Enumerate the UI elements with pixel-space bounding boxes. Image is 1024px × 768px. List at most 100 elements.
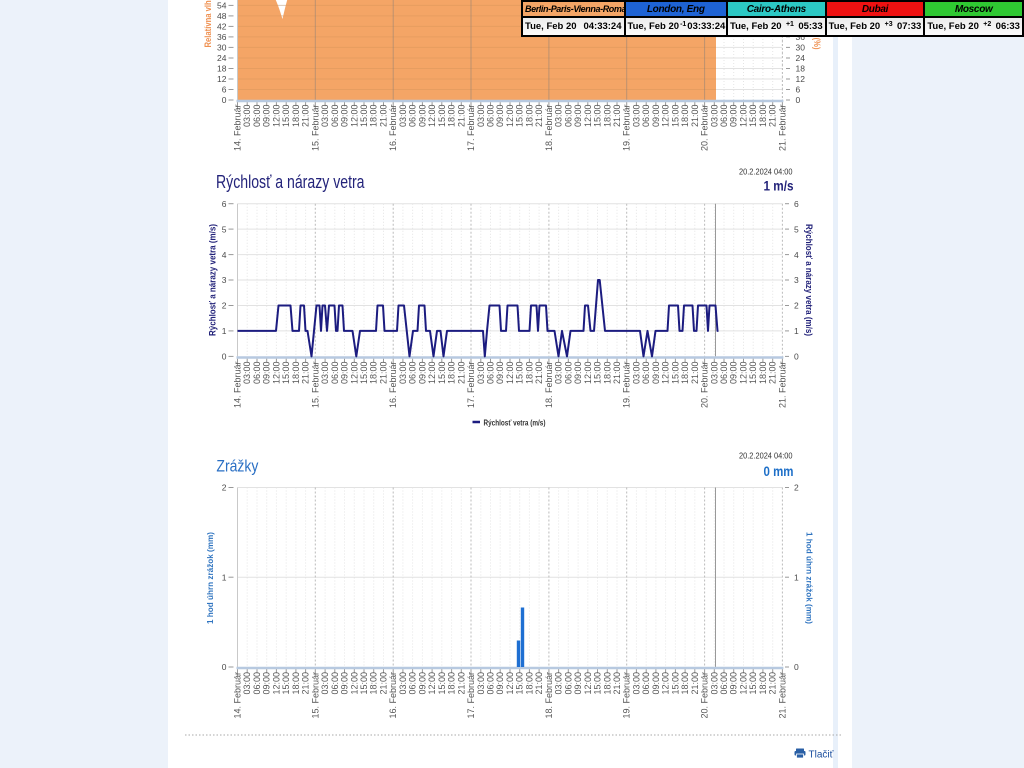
svg-text:6: 6 xyxy=(796,85,801,95)
svg-text:21:00: 21:00 xyxy=(301,672,311,695)
svg-text:1: 1 xyxy=(222,573,227,583)
svg-text:0: 0 xyxy=(794,662,799,672)
svg-text:03:00: 03:00 xyxy=(398,105,408,128)
svg-text:06:00: 06:00 xyxy=(330,362,340,385)
svg-text:06:00: 06:00 xyxy=(641,362,651,385)
svg-text:06:00: 06:00 xyxy=(641,672,651,695)
svg-text:09:00: 09:00 xyxy=(573,362,583,385)
svg-text:18:00: 18:00 xyxy=(602,105,612,128)
svg-text:1: 1 xyxy=(222,326,227,336)
svg-text:21:00: 21:00 xyxy=(768,362,778,385)
svg-text:18:00: 18:00 xyxy=(291,362,301,385)
svg-text:18:00: 18:00 xyxy=(602,362,612,385)
svg-text:09:00: 09:00 xyxy=(573,105,583,128)
svg-text:36: 36 xyxy=(796,32,806,42)
svg-text:24: 24 xyxy=(796,53,806,63)
svg-text:06:00: 06:00 xyxy=(330,672,340,695)
svg-text:09:00: 09:00 xyxy=(729,105,739,128)
svg-text:4: 4 xyxy=(794,250,799,260)
svg-text:03:00: 03:00 xyxy=(709,672,719,695)
svg-text:18: 18 xyxy=(217,64,227,74)
svg-text:36: 36 xyxy=(217,32,227,42)
svg-text:15:00: 15:00 xyxy=(281,672,291,695)
svg-text:Rýchlosť a nárazy vetra (m/s): Rýchlosť a nárazy vetra (m/s) xyxy=(208,224,218,336)
svg-text:21:00: 21:00 xyxy=(768,672,778,695)
svg-text:12:00: 12:00 xyxy=(271,105,281,128)
svg-text:16. Február: 16. Február xyxy=(388,105,398,152)
svg-text:09:00: 09:00 xyxy=(573,672,583,695)
svg-text:09:00: 09:00 xyxy=(495,672,505,695)
svg-text:21:00: 21:00 xyxy=(301,362,311,385)
svg-text:06:00: 06:00 xyxy=(563,672,573,695)
svg-text:15:00: 15:00 xyxy=(670,362,680,385)
svg-text:0: 0 xyxy=(796,95,801,105)
svg-text:16. Február: 16. Február xyxy=(388,362,398,409)
svg-text:2: 2 xyxy=(794,483,799,493)
svg-text:19. Február: 19. Február xyxy=(622,672,632,719)
svg-text:17. Február: 17. Február xyxy=(466,672,476,719)
svg-text:14. Február: 14. Február xyxy=(233,672,243,719)
svg-text:03:00: 03:00 xyxy=(242,362,252,385)
svg-text:21:00: 21:00 xyxy=(379,362,389,385)
svg-text:03:00: 03:00 xyxy=(709,362,719,385)
svg-text:Rýchlosť vetra (m/s): Rýchlosť vetra (m/s) xyxy=(484,417,546,427)
svg-text:03:00: 03:00 xyxy=(631,672,641,695)
svg-text:06:00: 06:00 xyxy=(252,672,262,695)
svg-text:20. Február: 20. Február xyxy=(700,672,710,719)
svg-text:12:00: 12:00 xyxy=(661,672,671,695)
svg-text:06:00: 06:00 xyxy=(252,362,262,385)
svg-text:12:00: 12:00 xyxy=(583,105,593,128)
svg-text:06:00: 06:00 xyxy=(719,672,729,695)
svg-text:12:00: 12:00 xyxy=(427,672,437,695)
svg-text:15:00: 15:00 xyxy=(593,672,603,695)
svg-text:15:00: 15:00 xyxy=(437,672,447,695)
svg-text:03:00: 03:00 xyxy=(476,672,486,695)
svg-text:17. Február: 17. Február xyxy=(466,105,476,152)
svg-text:06:00: 06:00 xyxy=(252,105,262,128)
svg-text:2: 2 xyxy=(794,301,799,311)
svg-text:18:00: 18:00 xyxy=(447,105,457,128)
svg-text:15:00: 15:00 xyxy=(748,105,758,128)
svg-text:15. Február: 15. Február xyxy=(310,672,320,719)
svg-text:06:00: 06:00 xyxy=(330,105,340,128)
svg-text:18:00: 18:00 xyxy=(369,362,379,385)
svg-text:21:00: 21:00 xyxy=(612,362,622,385)
svg-text:21:00: 21:00 xyxy=(534,672,544,695)
svg-text:09:00: 09:00 xyxy=(340,362,350,385)
svg-text:06:00: 06:00 xyxy=(563,105,573,128)
svg-text:09:00: 09:00 xyxy=(417,672,427,695)
svg-text:Rýchlosť a nárazy vetra (m/s): Rýchlosť a nárazy vetra (m/s) xyxy=(804,224,814,336)
svg-text:12:00: 12:00 xyxy=(427,105,437,128)
svg-text:20. Február: 20. Február xyxy=(700,362,710,409)
svg-text:15:00: 15:00 xyxy=(670,672,680,695)
svg-text:21:00: 21:00 xyxy=(301,105,311,128)
svg-text:09:00: 09:00 xyxy=(262,362,272,385)
svg-text:18:00: 18:00 xyxy=(447,672,457,695)
svg-text:18:00: 18:00 xyxy=(680,105,690,128)
svg-text:03:00: 03:00 xyxy=(631,362,641,385)
svg-text:6: 6 xyxy=(222,85,227,95)
svg-text:18:00: 18:00 xyxy=(524,105,534,128)
svg-text:12:00: 12:00 xyxy=(505,105,515,128)
svg-text:21:00: 21:00 xyxy=(612,672,622,695)
svg-text:18: 18 xyxy=(796,64,806,74)
svg-text:12:00: 12:00 xyxy=(739,362,749,385)
svg-text:19. Február: 19. Február xyxy=(622,105,632,152)
svg-text:09:00: 09:00 xyxy=(417,105,427,128)
svg-text:03:00: 03:00 xyxy=(476,105,486,128)
svg-text:09:00: 09:00 xyxy=(495,105,505,128)
svg-text:15:00: 15:00 xyxy=(593,105,603,128)
svg-text:Tlačiť: Tlačiť xyxy=(809,750,834,761)
svg-text:21:00: 21:00 xyxy=(612,105,622,128)
svg-text:14. Február: 14. Február xyxy=(233,362,243,409)
svg-text:06:00: 06:00 xyxy=(641,105,651,128)
svg-text:3: 3 xyxy=(222,275,227,285)
svg-text:18:00: 18:00 xyxy=(680,672,690,695)
svg-text:06:00: 06:00 xyxy=(486,362,496,385)
svg-text:06:00: 06:00 xyxy=(408,105,418,128)
svg-text:0: 0 xyxy=(222,662,227,672)
svg-text:09:00: 09:00 xyxy=(417,362,427,385)
svg-text:12:00: 12:00 xyxy=(739,105,749,128)
svg-text:15:00: 15:00 xyxy=(281,362,291,385)
svg-text:21:00: 21:00 xyxy=(379,105,389,128)
